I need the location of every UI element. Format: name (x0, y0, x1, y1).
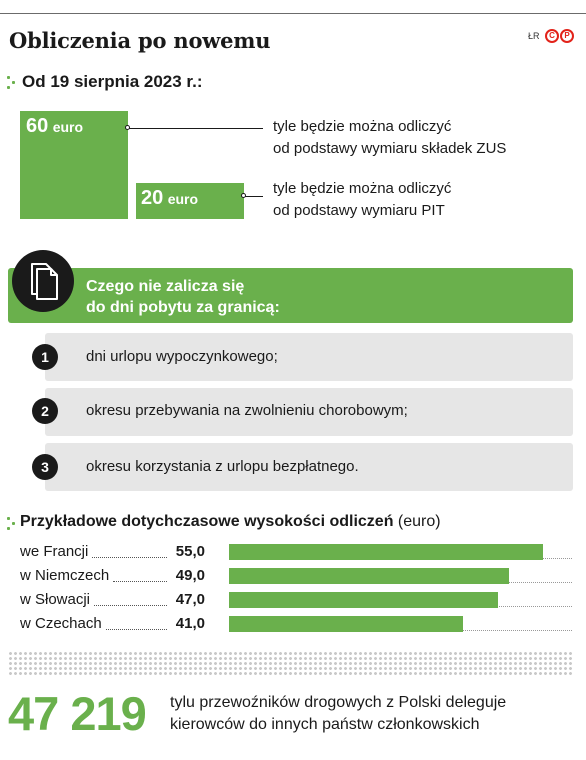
bar-zus-label: 60 euro (26, 115, 83, 138)
bar (229, 616, 464, 632)
page-title: Obliczenia po nowemu (9, 28, 271, 53)
dotted-separator (8, 651, 573, 675)
connector-dot-pit (241, 193, 246, 198)
info-banner (8, 268, 573, 323)
chart-title-unit: (euro) (397, 513, 441, 530)
bar-zus-unit: euro (52, 119, 84, 135)
footer-description: tylu przewoźników drogowych z Polski del… (170, 692, 506, 736)
footer-line1: tylu przewoźników drogowych z Polski del… (170, 694, 507, 711)
value-label: 41,0 (175, 615, 205, 632)
leader-dots (113, 581, 167, 582)
bar-zus-value: 60 (26, 115, 49, 137)
desc-zus-line1: tyle będzie można odliczyć (273, 118, 452, 135)
bullet-dots-icon (7, 517, 16, 531)
list-number-1: 1 (32, 344, 58, 370)
connector-dot-zus (125, 125, 130, 130)
list-item-text-2: okresu przebywania na zwolnieniu chorobo… (86, 402, 408, 419)
bar (229, 592, 498, 608)
chart-title: Przykładowe dotychczasowe wysokości odli… (20, 513, 441, 531)
logo-letter-p: P (560, 29, 574, 43)
leader-dots (105, 629, 167, 630)
section-heading-date: Od 19 sierpnia 2023 r.: (22, 72, 203, 91)
leader-dots (94, 605, 167, 606)
category-label: w Słowacji (20, 591, 91, 608)
value-label: 47,0 (175, 591, 205, 608)
connector-line-zus (128, 128, 263, 129)
category-label: we Francji (20, 543, 89, 560)
bar-pit-unit: euro (167, 191, 199, 207)
leader-dots (92, 557, 167, 558)
list-number-2: 2 (32, 398, 58, 424)
big-number: 47 219 (8, 687, 147, 740)
connector-line-pit (244, 196, 263, 197)
logo-letter-c: C (545, 29, 559, 43)
value-label: 55,0 (175, 543, 205, 560)
author-credit: ŁR (528, 31, 540, 41)
bar (229, 568, 510, 584)
list-item (45, 333, 573, 381)
banner-line2: do dni pobytu za granicą: (86, 299, 280, 316)
bar-pit-label: 20 euro (141, 187, 198, 210)
bar (229, 544, 544, 560)
list-number-3: 3 (32, 454, 58, 480)
list-item (45, 443, 573, 491)
documents-icon (12, 250, 74, 312)
category-label: w Niemczech (20, 567, 110, 584)
banner-heading: Czego nie zalicza się do dni pobytu za g… (86, 276, 280, 318)
list-item (45, 388, 573, 436)
desc-zus: tyle będzie można odliczyć od podstawy w… (273, 116, 506, 160)
desc-pit-line2: od podstawy wymiaru PIT (273, 202, 445, 219)
chart-title-bold: Przykładowe dotychczasowe wysokości odli… (20, 513, 394, 530)
bar-pit (136, 183, 244, 219)
list-item-text-3: okresu korzystania z urlopu bezpłatnego. (86, 458, 359, 475)
bar-zus (20, 111, 128, 219)
banner-line1: Czego nie zalicza się (86, 278, 245, 295)
list-item-text-1: dni urlopu wypoczynkowego; (86, 348, 278, 365)
category-label: w Czechach (20, 615, 102, 632)
value-label: 49,0 (175, 567, 205, 584)
bullet-dots-icon (7, 76, 16, 90)
desc-zus-line2: od podstawy wymiaru składek ZUS (273, 140, 507, 157)
desc-pit: tyle będzie można odliczyć od podstawy w… (273, 178, 451, 222)
bar-pit-value: 20 (141, 187, 164, 209)
desc-pit-line1: tyle będzie można odliczyć (273, 180, 452, 197)
top-rule (0, 13, 586, 14)
footer-line2: kierowców do innych państw członkowskich (170, 716, 480, 733)
